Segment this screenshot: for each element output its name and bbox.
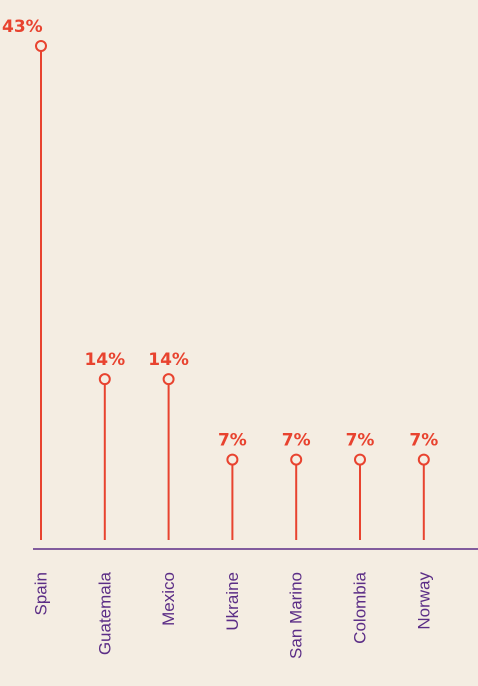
- category-label-colombia: Colombia: [351, 571, 370, 643]
- category-label-guatemala: Guatemala: [95, 571, 114, 655]
- category-label-spain: Spain: [32, 572, 51, 615]
- marker-guatemala: [98, 373, 111, 386]
- marker-ukraine: [226, 453, 239, 466]
- value-label-san-marino: 7%: [282, 431, 311, 451]
- value-label-colombia: 7%: [346, 431, 375, 451]
- category-label-ukraine: Ukraine: [223, 572, 242, 631]
- value-label-guatemala: 14%: [84, 350, 125, 370]
- value-label-norway: 7%: [409, 431, 438, 451]
- marker-san-marino: [290, 453, 303, 466]
- value-label-mexico: 14%: [148, 350, 189, 370]
- marker-spain: [35, 40, 47, 52]
- category-label-mexico: Mexico: [159, 572, 178, 626]
- category-label-norway: Norway: [414, 572, 433, 630]
- marker-mexico: [162, 373, 175, 386]
- value-label-ukraine: 7%: [218, 431, 247, 451]
- category-label-san-marino: San Marino: [287, 572, 306, 659]
- value-label-spain: 43%: [2, 17, 43, 37]
- marker-colombia: [354, 453, 366, 466]
- marker-norway: [417, 453, 430, 466]
- chart-marks: 43% Spain 14% Guatemala 14% Mexico 7% Ukraine 7%…: [2, 17, 438, 659]
